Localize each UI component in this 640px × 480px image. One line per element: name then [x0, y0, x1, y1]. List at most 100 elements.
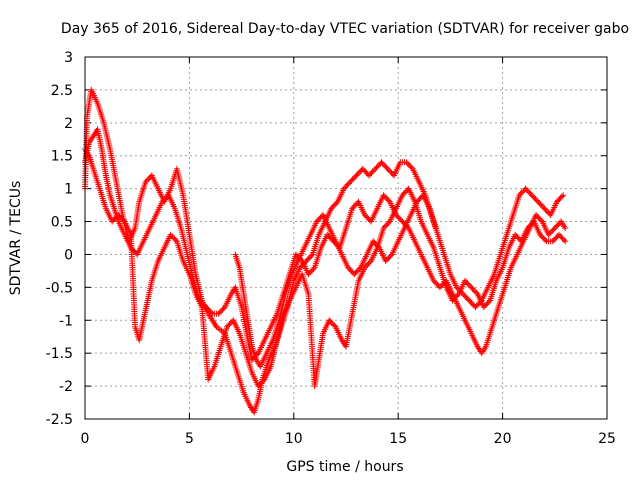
- data-point-marker: [219, 306, 226, 313]
- data-point-marker: [539, 234, 546, 241]
- data-point-marker: [381, 161, 388, 168]
- data-point-marker: [538, 217, 545, 224]
- data-point-marker: [436, 284, 443, 291]
- data-point-marker: [366, 259, 373, 266]
- data-point-marker: [172, 236, 179, 243]
- data-point-marker: [474, 301, 481, 308]
- data-point-marker: [404, 160, 411, 167]
- data-point-marker: [326, 317, 333, 324]
- data-point-marker: [347, 267, 354, 274]
- y-tick-label: 2.5: [51, 83, 73, 99]
- data-point-marker: [540, 204, 547, 211]
- data-point-marker: [112, 214, 119, 221]
- data-point-marker: [399, 218, 406, 225]
- x-tick-labels: 0 5 10 15 20 25: [81, 431, 616, 447]
- data-point-marker: [454, 292, 461, 299]
- data-point-marker: [385, 197, 392, 204]
- data-point-marker: [550, 236, 557, 243]
- data-point-marker: [551, 225, 558, 232]
- x-tick-label: 25: [598, 431, 616, 447]
- data-point-marker: [536, 215, 543, 222]
- data-point-marker: [408, 164, 415, 171]
- data-point-marker: [310, 265, 317, 272]
- x-tick-label: 10: [285, 431, 303, 447]
- data-point-marker: [516, 192, 523, 199]
- data-point-marker: [305, 271, 312, 278]
- data-point-marker: [386, 167, 393, 174]
- data-point-marker: [116, 213, 123, 220]
- data-point-marker: [485, 298, 492, 305]
- data-point-marker: [467, 283, 474, 290]
- data-point-marker: [468, 284, 475, 291]
- data-point-marker: [538, 233, 545, 240]
- data-point-marker: [416, 196, 423, 203]
- x-tick-label: 20: [494, 431, 512, 447]
- data-point-marker: [555, 231, 562, 238]
- data-point-marker: [513, 233, 520, 240]
- data-point-marker: [353, 172, 360, 179]
- data-point-marker: [439, 281, 446, 288]
- data-point-marker: [315, 217, 322, 224]
- y-tick-label: 0.5: [51, 215, 73, 231]
- data-point-marker: [345, 264, 352, 271]
- data-point-marker: [388, 169, 395, 176]
- data-point-marker: [432, 225, 439, 232]
- data-point-marker: [438, 283, 445, 290]
- data-point-marker: [350, 175, 357, 182]
- data-point-marker: [355, 169, 362, 176]
- data-point-marker: [518, 189, 525, 196]
- data-point-marker: [354, 171, 361, 178]
- data-point-marker: [434, 281, 441, 288]
- data-point-marker: [372, 240, 379, 247]
- data-point-marker: [257, 380, 264, 387]
- data-point-marker: [361, 211, 368, 218]
- data-point-marker: [218, 308, 225, 315]
- data-point-marker: [387, 168, 394, 175]
- data-point-marker: [548, 229, 555, 236]
- data-point-marker: [328, 319, 335, 326]
- data-point-marker: [555, 221, 562, 228]
- data-point-marker: [380, 192, 387, 199]
- y-tick-labels: 3 2.5 2 1.5 1 0.5 0 -0.5 -1 -1.5 -2 -2.5: [46, 50, 73, 428]
- y-tick-label: -2: [59, 379, 73, 395]
- data-point-marker: [378, 159, 385, 166]
- data-point-marker: [329, 204, 336, 211]
- data-point-marker: [330, 202, 337, 209]
- data-point-marker: [353, 268, 360, 275]
- data-point-marker: [554, 222, 561, 229]
- data-point-marker: [520, 188, 527, 195]
- chart-title: Day 365 of 2016, Sidereal Day-to-day VTE…: [61, 21, 629, 37]
- data-point-marker: [365, 260, 372, 267]
- data-point-marker: [526, 189, 533, 196]
- data-point-marker: [523, 186, 530, 193]
- data-point-marker: [470, 286, 477, 293]
- data-point-marker: [117, 214, 124, 221]
- data-point-marker: [342, 184, 349, 191]
- data-point-marker: [400, 190, 407, 197]
- data-point-marker: [346, 265, 353, 272]
- data-point-marker: [533, 211, 540, 218]
- data-point-marker: [461, 292, 468, 299]
- data-point-marker: [383, 164, 390, 171]
- data-point-marker: [385, 255, 392, 262]
- data-point-marker: [482, 302, 489, 309]
- data-point-marker: [532, 196, 539, 203]
- data-point-marker: [562, 225, 569, 232]
- data-point-marker: [109, 218, 116, 225]
- y-tick-label: -1: [59, 313, 73, 329]
- data-point-marker: [556, 196, 563, 203]
- data-point-marker: [292, 251, 299, 258]
- data-point-marker: [208, 309, 215, 316]
- data-point-marker: [306, 269, 313, 276]
- data-point-marker: [363, 263, 370, 270]
- data-point-marker: [530, 193, 537, 200]
- data-point-marker: [543, 208, 550, 215]
- data-point-marker: [143, 177, 150, 184]
- data-point-marker: [431, 279, 438, 286]
- data-point-marker: [553, 198, 560, 205]
- data-point-marker: [348, 268, 355, 275]
- data-point-marker: [363, 169, 370, 176]
- data-point-marker: [357, 168, 364, 175]
- data-point-marker: [316, 215, 323, 222]
- y-tick-label: -2.5: [46, 412, 73, 428]
